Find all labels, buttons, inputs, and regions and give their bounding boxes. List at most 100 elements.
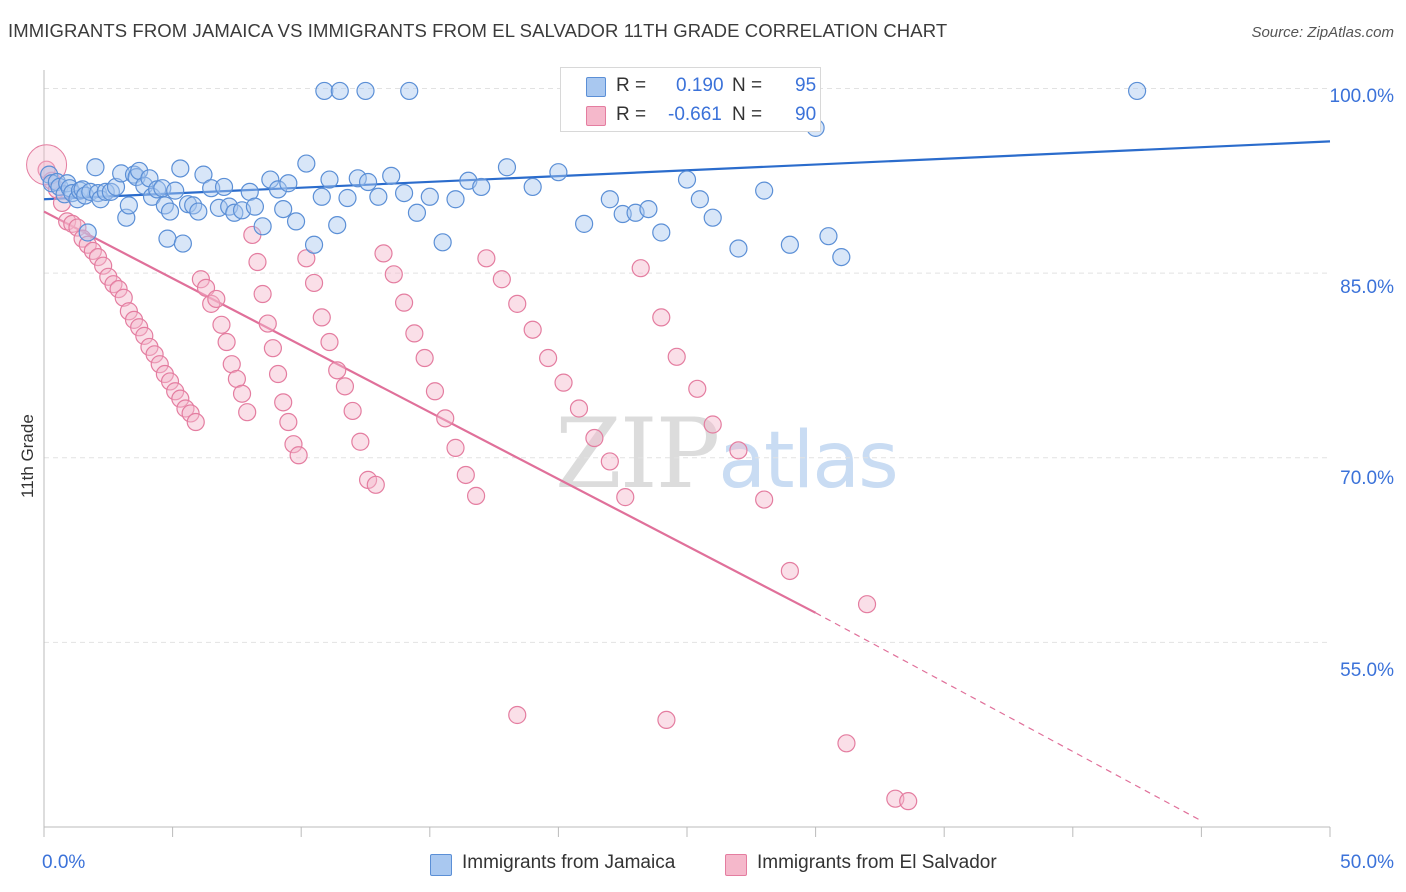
data-point-el-salvador <box>279 412 298 432</box>
data-point-el-salvador <box>837 734 856 753</box>
data-point-el-salvador <box>780 561 799 581</box>
data-point-jamaica <box>119 196 138 215</box>
data-point-jamaica <box>173 234 192 253</box>
data-point-el-salvador <box>212 315 231 334</box>
data-point-jamaica <box>549 163 568 182</box>
data-point-jamaica <box>86 158 105 177</box>
data-point-el-salvador <box>238 403 257 422</box>
data-point-jamaica <box>729 239 748 258</box>
data-point-jamaica <box>297 154 316 173</box>
data-point-jamaica <box>189 202 208 221</box>
trend-lines <box>43 140 1331 822</box>
data-point-el-salvador <box>585 428 604 448</box>
series-jamaica <box>40 81 1147 267</box>
data-point-jamaica <box>433 233 452 252</box>
data-point-el-salvador <box>217 332 236 352</box>
data-point-el-salvador <box>114 288 133 307</box>
data-point-jamaica <box>1127 81 1147 101</box>
data-point-el-salvador <box>289 446 308 465</box>
data-point-jamaica <box>497 158 517 177</box>
data-point-el-salvador <box>569 399 589 418</box>
data-point-el-salvador <box>616 488 635 507</box>
data-point-el-salvador <box>394 293 414 312</box>
data-point-el-salvador <box>384 265 403 284</box>
data-point-el-salvador <box>351 432 370 451</box>
data-point-jamaica <box>613 204 632 224</box>
data-point-el-salvador <box>456 465 475 485</box>
data-point-el-salvador <box>631 259 650 278</box>
data-point-el-salvador <box>335 377 355 396</box>
data-point-jamaica <box>268 180 288 199</box>
data-point-el-salvador <box>320 332 339 352</box>
data-point-jamaica <box>394 183 414 203</box>
data-point-jamaica <box>312 187 331 206</box>
data-point-el-salvador <box>600 452 619 471</box>
data-point-jamaica <box>78 223 97 242</box>
data-point-jamaica <box>81 182 100 201</box>
data-point-el-salvador <box>652 308 671 327</box>
data-point-el-salvador <box>312 308 331 327</box>
source-label: Source: ZipAtlas.com <box>1251 24 1394 41</box>
data-point-jamaica <box>279 174 298 193</box>
data-point-jamaica <box>446 190 465 209</box>
data-point-jamaica <box>382 166 401 185</box>
chart-title: IMMIGRANTS FROM JAMAICA VS IMMIGRANTS FR… <box>8 20 948 41</box>
legend-r-value: 0.190 <box>676 75 724 96</box>
data-point-el-salvador <box>688 379 707 398</box>
data-point-jamaica <box>575 214 594 233</box>
y-tick-label-85: 85.0% <box>1340 277 1394 298</box>
data-point-el-salvador <box>554 373 573 392</box>
trend-line-el-salvador <box>43 210 817 614</box>
legend-n-label: N = <box>732 75 763 96</box>
data-point-el-salvador <box>191 270 210 289</box>
data-point-el-salvador <box>202 294 221 313</box>
legend-swatch-jamaica <box>586 77 606 97</box>
data-point-jamaica <box>407 203 427 222</box>
data-point-el-salvador <box>477 249 496 268</box>
legend-label-jamaica: Immigrants from Jamaica <box>462 852 676 873</box>
data-point-el-salvador <box>508 705 527 725</box>
data-point-jamaica <box>703 208 722 227</box>
data-point-el-salvador <box>343 401 362 421</box>
data-point-el-salvador <box>109 279 128 299</box>
data-point-jamaica <box>261 170 280 189</box>
data-point-el-salvador <box>492 270 511 289</box>
data-point-el-salvador <box>297 249 316 268</box>
data-point-jamaica <box>194 165 213 184</box>
data-point-jamaica <box>101 182 120 201</box>
data-point-jamaica <box>171 159 190 178</box>
legend-r-value: -0.661 <box>668 104 722 125</box>
data-point-jamaica <box>112 164 131 183</box>
data-point-jamaica <box>158 229 177 248</box>
legend-swatch-jamaica <box>430 854 452 876</box>
correlation-legend: R = 0.190 N = 95 R = -0.661 N = 90 <box>560 67 821 132</box>
data-point-el-salvador <box>703 415 722 434</box>
data-point-el-salvador <box>436 409 455 428</box>
data-point-el-salvador <box>248 252 267 272</box>
data-point-el-salvador <box>135 326 154 345</box>
data-point-el-salvador <box>405 324 424 343</box>
data-point-jamaica <box>472 177 491 197</box>
data-point-el-salvador <box>415 348 434 368</box>
trend-line-jamaica <box>43 140 1331 201</box>
data-point-el-salvador <box>374 244 393 263</box>
data-point-jamaica <box>160 202 180 221</box>
data-point-el-salvador <box>253 284 272 304</box>
data-point-jamaica <box>755 181 774 200</box>
data-point-jamaica <box>819 227 838 246</box>
data-point-el-salvador <box>284 435 303 454</box>
data-point-jamaica <box>304 235 324 254</box>
series-el-salvador <box>26 144 918 811</box>
legend-label-el-salvador: Immigrants from El Salvador <box>757 852 997 873</box>
data-point-jamaica <box>330 81 349 101</box>
data-point-el-salvador <box>304 273 324 293</box>
data-point-jamaica <box>348 169 367 188</box>
data-point-el-salvador <box>186 412 205 432</box>
legend-n-value: 95 <box>795 75 817 96</box>
data-point-jamaica <box>245 197 265 216</box>
data-point-jamaica <box>356 81 375 101</box>
data-point-el-salvador <box>268 364 288 384</box>
data-point-el-salvador <box>145 345 164 364</box>
data-point-el-salvador <box>232 384 252 403</box>
x-tick-label-min: 0.0% <box>42 852 86 873</box>
